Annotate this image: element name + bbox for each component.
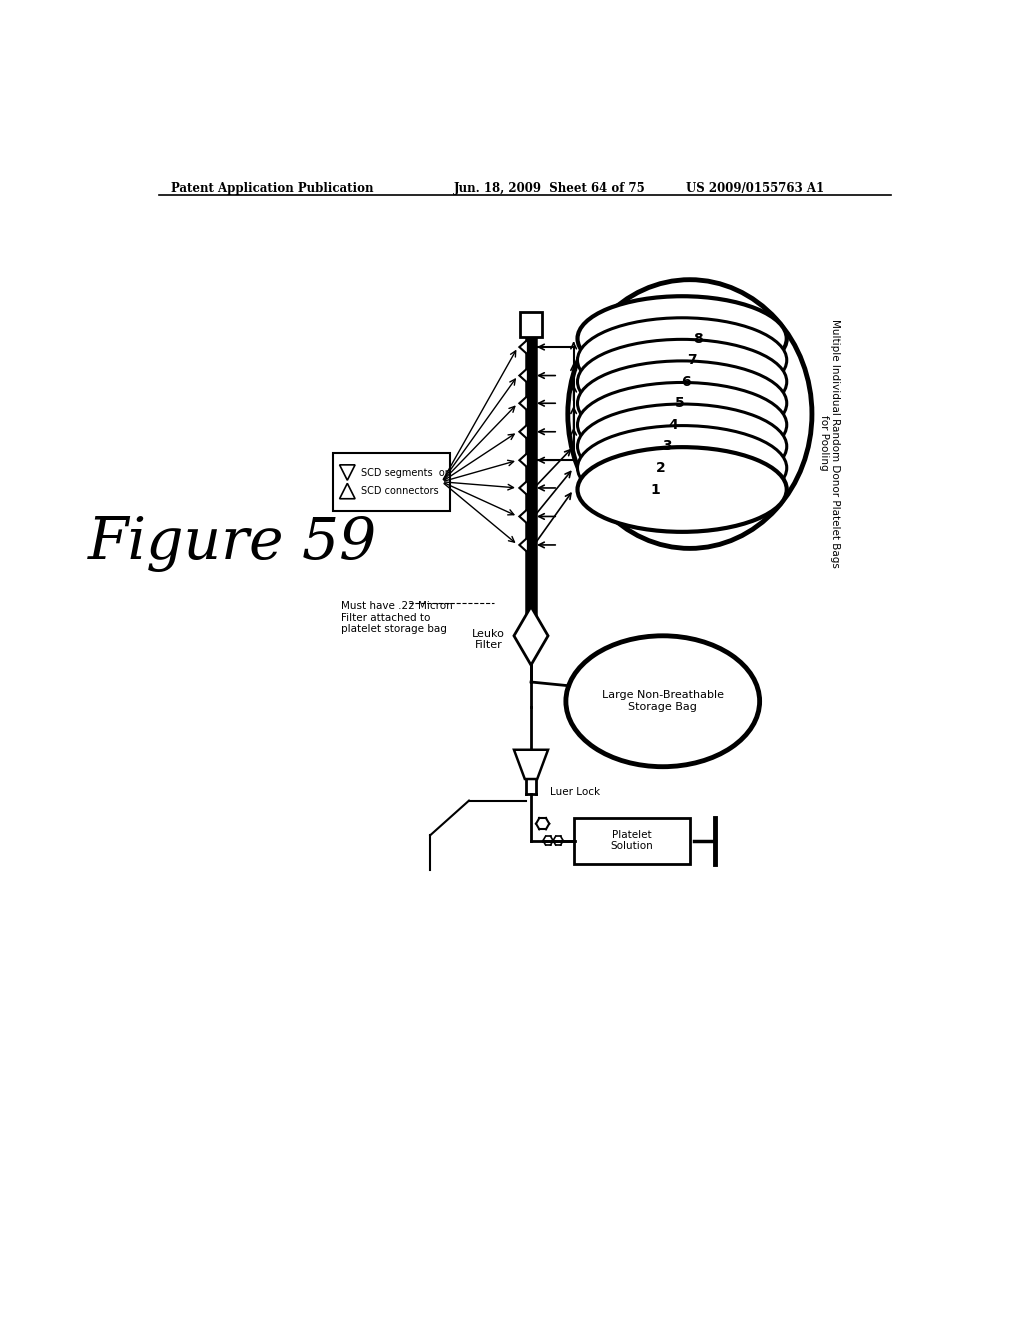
Text: Figure 59: Figure 59	[88, 515, 377, 572]
Text: 6: 6	[681, 375, 691, 388]
Text: 5: 5	[675, 396, 685, 411]
Text: Multiple Individual Random Donor Platelet Bags
for Pooling: Multiple Individual Random Donor Platele…	[818, 319, 840, 568]
Polygon shape	[340, 465, 355, 480]
Text: 2: 2	[656, 461, 666, 475]
Text: Luer Lock: Luer Lock	[550, 787, 600, 797]
Text: 7: 7	[687, 354, 697, 367]
Text: Platelet
Solution: Platelet Solution	[610, 830, 653, 851]
Ellipse shape	[578, 296, 786, 381]
Ellipse shape	[578, 447, 786, 532]
Text: 3: 3	[663, 440, 672, 453]
Polygon shape	[519, 396, 528, 411]
Text: Leuko
Filter: Leuko Filter	[472, 628, 505, 651]
Polygon shape	[514, 750, 548, 779]
Ellipse shape	[578, 404, 786, 488]
Text: Patent Application Publication: Patent Application Publication	[171, 182, 373, 194]
Polygon shape	[519, 537, 528, 553]
Text: Jun. 18, 2009  Sheet 64 of 75: Jun. 18, 2009 Sheet 64 of 75	[454, 182, 645, 194]
FancyBboxPatch shape	[334, 453, 450, 511]
Polygon shape	[519, 424, 528, 440]
Text: Must have .22 Micron
Filter attached to
platelet storage bag: Must have .22 Micron Filter attached to …	[341, 601, 453, 635]
Polygon shape	[519, 339, 528, 355]
Text: 1: 1	[650, 483, 659, 496]
Text: US 2009/0155763 A1: US 2009/0155763 A1	[686, 182, 824, 194]
Text: Large Non-Breathable
Storage Bag: Large Non-Breathable Storage Bag	[602, 690, 724, 711]
Polygon shape	[519, 368, 528, 383]
Polygon shape	[519, 508, 528, 524]
Ellipse shape	[578, 318, 786, 403]
Ellipse shape	[578, 383, 786, 467]
Polygon shape	[514, 607, 548, 665]
Ellipse shape	[578, 360, 786, 446]
Polygon shape	[519, 453, 528, 469]
Text: SCD segments  or: SCD segments or	[361, 467, 450, 478]
Ellipse shape	[578, 425, 786, 511]
FancyBboxPatch shape	[520, 313, 542, 337]
Ellipse shape	[566, 636, 760, 767]
Polygon shape	[340, 483, 355, 499]
Ellipse shape	[578, 339, 786, 424]
Polygon shape	[519, 480, 528, 496]
FancyBboxPatch shape	[573, 817, 690, 863]
Text: 8: 8	[693, 331, 703, 346]
Text: SCD connectors: SCD connectors	[361, 486, 439, 496]
Text: 4: 4	[669, 418, 679, 432]
